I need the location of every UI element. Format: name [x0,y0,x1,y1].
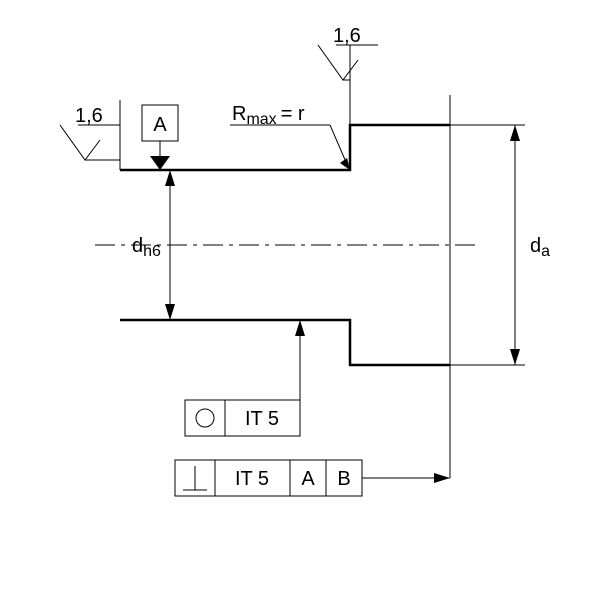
fcf-circularity: IT 5 [185,320,305,436]
fcf-perp-tol: IT 5 [235,468,269,490]
rmax-r: R [232,103,246,125]
svg-text:dh6: dh6 [132,235,161,260]
rmax-eq: = r [281,103,305,125]
datum-a-label: A [153,114,167,136]
sf-left-value: 1,6 [75,105,103,127]
fcf-perp-b: B [337,468,350,490]
svg-text:da: da [530,235,550,260]
fcf-circ-tol: IT 5 [245,408,279,430]
surface-finish-left: 1,6 [60,105,120,170]
fcf-perp-a: A [301,468,315,490]
datum-a: A [142,105,178,170]
surface-finish-top: 1,6 [318,25,378,80]
sf-top-value: 1,6 [333,25,361,47]
dh6-d: d [132,235,143,257]
rmax-leader: Rmax= r [230,103,350,170]
engineering-drawing: A 1,6 1,6 Rmax= r dh6 da [0,0,600,600]
svg-text:Rmax= r: Rmax= r [232,103,305,128]
dh6-sub: h6 [143,243,161,260]
fcf-perpendicularity: IT 5 A B [175,445,450,496]
da-d: d [530,235,541,257]
da-sub: a [541,243,550,260]
